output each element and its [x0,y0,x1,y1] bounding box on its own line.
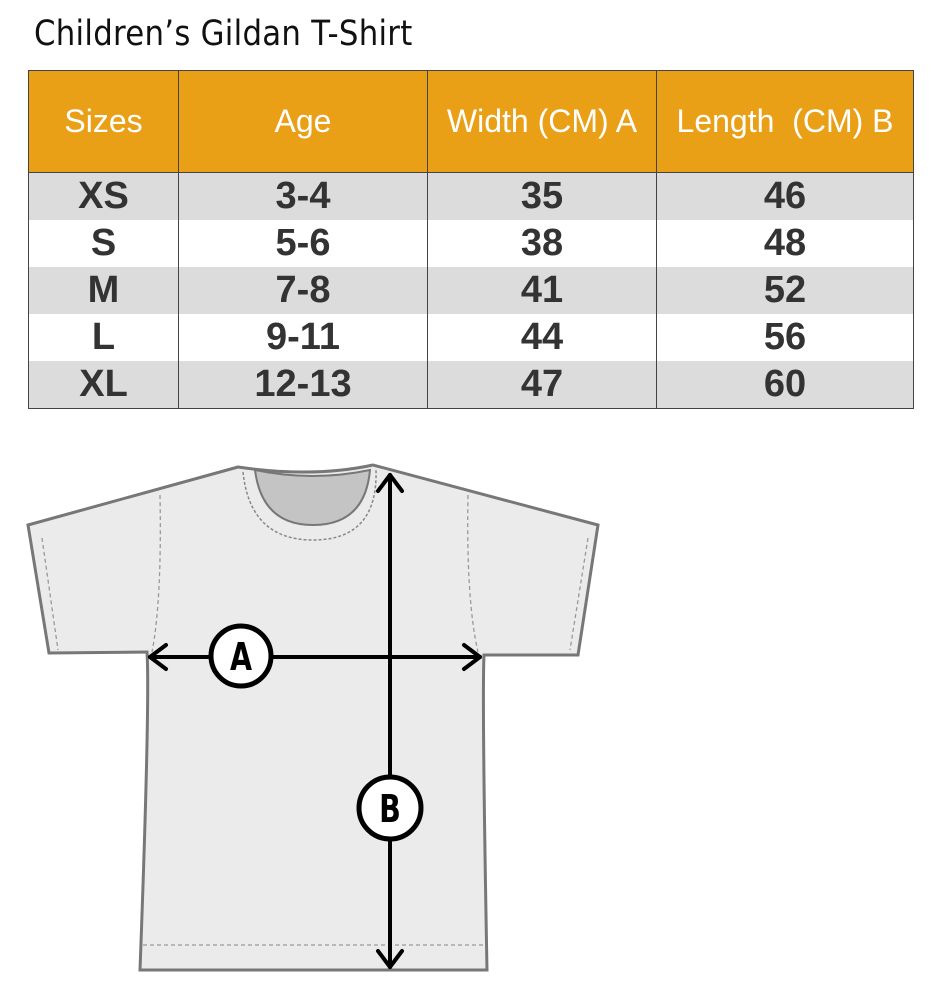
tshirt-neck-opening [253,468,372,527]
label-b-circle [356,774,424,842]
cell-length: 52 [656,267,914,314]
table-row: S 5-6 38 48 [28,220,914,267]
cell-length: 56 [656,314,914,361]
cell-age: 12-13 [178,361,428,409]
table-row: XL 12-13 47 60 [28,361,914,409]
header-length: Length (CM) B [656,70,914,173]
cell-width: 44 [427,314,657,361]
table-row: M 7-8 41 52 [28,267,914,314]
size-table: Sizes Age Width (CM) A Length (CM) B XS 3… [28,70,914,409]
cell-size: M [28,267,179,314]
cell-length: 46 [656,172,914,220]
length-arrow [376,473,404,969]
cell-length: 60 [656,361,914,409]
cell-width: 41 [427,267,657,314]
cell-width: 47 [427,361,657,409]
cell-age: 7-8 [178,267,428,314]
cell-age: 9-11 [178,314,428,361]
table-row: XS 3-4 35 46 [28,172,914,220]
cell-size: S [28,220,179,267]
tshirt-stitching [41,494,589,946]
cell-length: 48 [656,220,914,267]
header-age: Age [178,70,428,173]
label-a: A [230,635,252,679]
cell-age: 3-4 [178,172,428,220]
tshirt-outline [26,463,600,972]
label-a-circle [208,623,274,689]
cell-size: L [28,314,179,361]
label-b: B [379,787,401,831]
cell-size: XS [28,172,179,220]
header-sizes: Sizes [28,70,179,173]
cell-age: 5-6 [178,220,428,267]
cell-size: XL [28,361,179,409]
cell-width: 35 [427,172,657,220]
width-arrow [148,643,482,671]
tshirt-collar-stitch [242,469,377,541]
header-width: Width (CM) A [427,70,657,173]
chart-title: Children’s Gildan T-Shirt [34,14,413,54]
cell-width: 38 [427,220,657,267]
table-row: L 9-11 44 56 [28,314,914,361]
table-header-row: Sizes Age Width (CM) A Length (CM) B [28,70,914,173]
